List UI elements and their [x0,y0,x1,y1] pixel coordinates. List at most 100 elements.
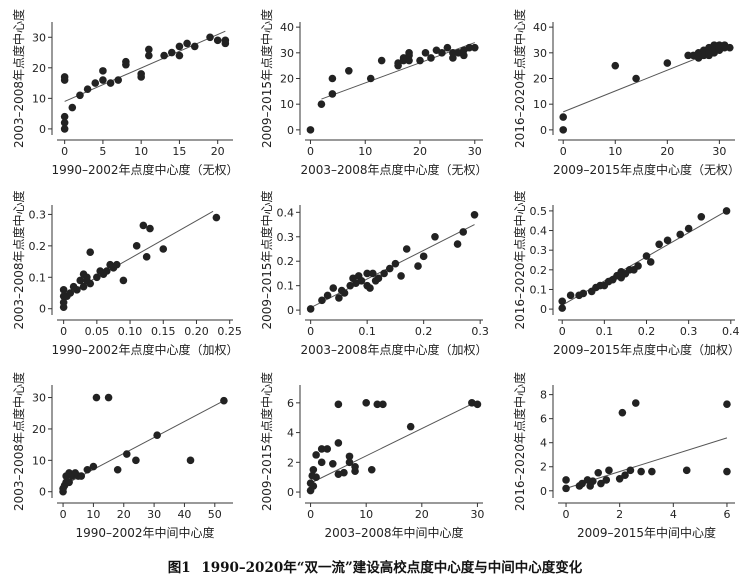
data-point [345,66,353,75]
scatter-panel-3: 0 10 20 30 0 10 20 30 40 2009–2015年点度中心度（无权） 2016–… [512,9,740,177]
data-point [725,43,734,52]
data-point [380,269,388,278]
data-point [132,456,140,465]
data-point [77,472,86,480]
data-point [119,276,128,285]
data-point [334,439,343,447]
data-point [91,79,100,87]
x-axis-label: 1990–2002年点度中心度（加权） [51,342,238,357]
data-point [345,458,354,467]
y-axis-label: 2016–2020年点度中心度 [512,9,527,148]
data-point [68,103,77,112]
x-tick-label: 0 [61,145,68,158]
data-point [323,445,332,453]
x-axis-label: 1990–2002年点度中心度（无权） [51,162,238,177]
data-point [114,76,123,84]
x-tick-label: 30 [468,145,482,158]
x-axis-label: 2003–2008年中间中心度 [324,525,463,540]
data-point [86,248,95,256]
y-tick-label: 0.2 [530,264,548,277]
data-point [66,289,75,297]
y-tick-label: 30 [32,31,46,44]
data-point [79,282,88,291]
data-point [470,43,479,52]
data-point [335,294,343,302]
data-point [416,56,424,65]
y-tick-label: 0.2 [29,240,47,253]
data-point [449,49,457,57]
data-point [139,221,148,230]
data-point [684,51,692,60]
x-tick-label: 0.20 [184,325,209,338]
data-point [83,465,92,474]
data-point [558,304,567,312]
y-tick-label: 2 [540,461,547,474]
x-tick-label: 20 [660,145,674,158]
data-point [369,269,377,278]
data-point [453,240,462,248]
data-point [83,85,92,93]
data-point [340,468,348,477]
x-tick-label: 2 [616,508,623,521]
data-point [306,305,315,313]
data-point [431,232,439,241]
data-point [676,230,685,239]
data-point [589,477,597,485]
scatter-panel-7: 0 10 20 30 40 50 0 10 20 30 1990–2002年中间中心度 2003–20… [11,372,233,540]
data-point [438,49,446,57]
data-point [318,296,326,305]
data-point [631,399,640,407]
data-point [89,462,98,471]
y-tick-label: 0 [540,485,547,498]
data-point [60,73,69,81]
data-point [142,253,151,261]
y-tick-label: 30 [533,47,547,60]
data-point [406,422,415,431]
data-point [602,476,611,484]
x-tick-label: 10 [134,145,148,158]
data-point [59,286,68,294]
data-point [377,56,386,65]
x-tick-label: 5 [99,145,106,158]
data-point [306,126,315,134]
y-axis-label: 2009–2015年点度中心度 [259,372,274,511]
x-tick-label: 0 [563,508,570,521]
y-tick-label: 0.1 [277,280,295,293]
data-point [465,43,474,52]
data-point [122,450,131,458]
data-point [186,456,195,465]
y-tick-label: 0.1 [530,283,548,296]
y-tick-label: 0.3 [277,231,295,244]
data-point [366,284,374,292]
y-tick-label: 2 [287,456,294,469]
data-point [190,42,199,51]
data-point [73,286,81,294]
data-point [146,224,154,233]
data-point [632,74,640,83]
data-point [562,476,570,484]
y-axis-label: 2016–2020年点度中心度 [512,190,527,329]
data-point [309,482,318,490]
data-point [682,466,691,475]
scatter-panel-9: 0 2 4 6 0 2 4 6 8 2009–2015年中间中心度 2016–2020年点度中心度 [512,372,735,540]
data-point [317,445,326,453]
y-tick-label: 20 [32,423,46,436]
data-point [684,224,693,233]
x-tick-label: 10 [86,508,100,521]
scatter-panel-6: 0 0.1 0.2 0.3 0.4 0 0.1 0.2 0.3 0.4 0.5 2009–2015年点… [512,190,740,357]
data-point [221,36,230,45]
data-point [175,42,184,51]
figure-caption: 图1 1990–2020年“双一流”建设高校点度中心度与中间中心度变化 [0,556,750,578]
data-point [391,259,400,268]
y-axis-label: 2003–2008年点度中心度 [11,190,26,329]
y-tick-label: 0.2 [277,255,295,268]
x-tick-label: 15 [172,145,186,158]
scatter-panel-4: 0 0.05 0.10 0.15 0.20 0.25 0 0.1 0.2 0.3 1990–2002… [11,190,242,357]
y-tick-label: 20 [533,73,547,86]
data-point [83,273,91,282]
x-tick-label: 0.10 [118,325,143,338]
data-point [385,264,394,273]
x-tick-label: 30 [712,145,726,158]
data-point [329,460,337,468]
